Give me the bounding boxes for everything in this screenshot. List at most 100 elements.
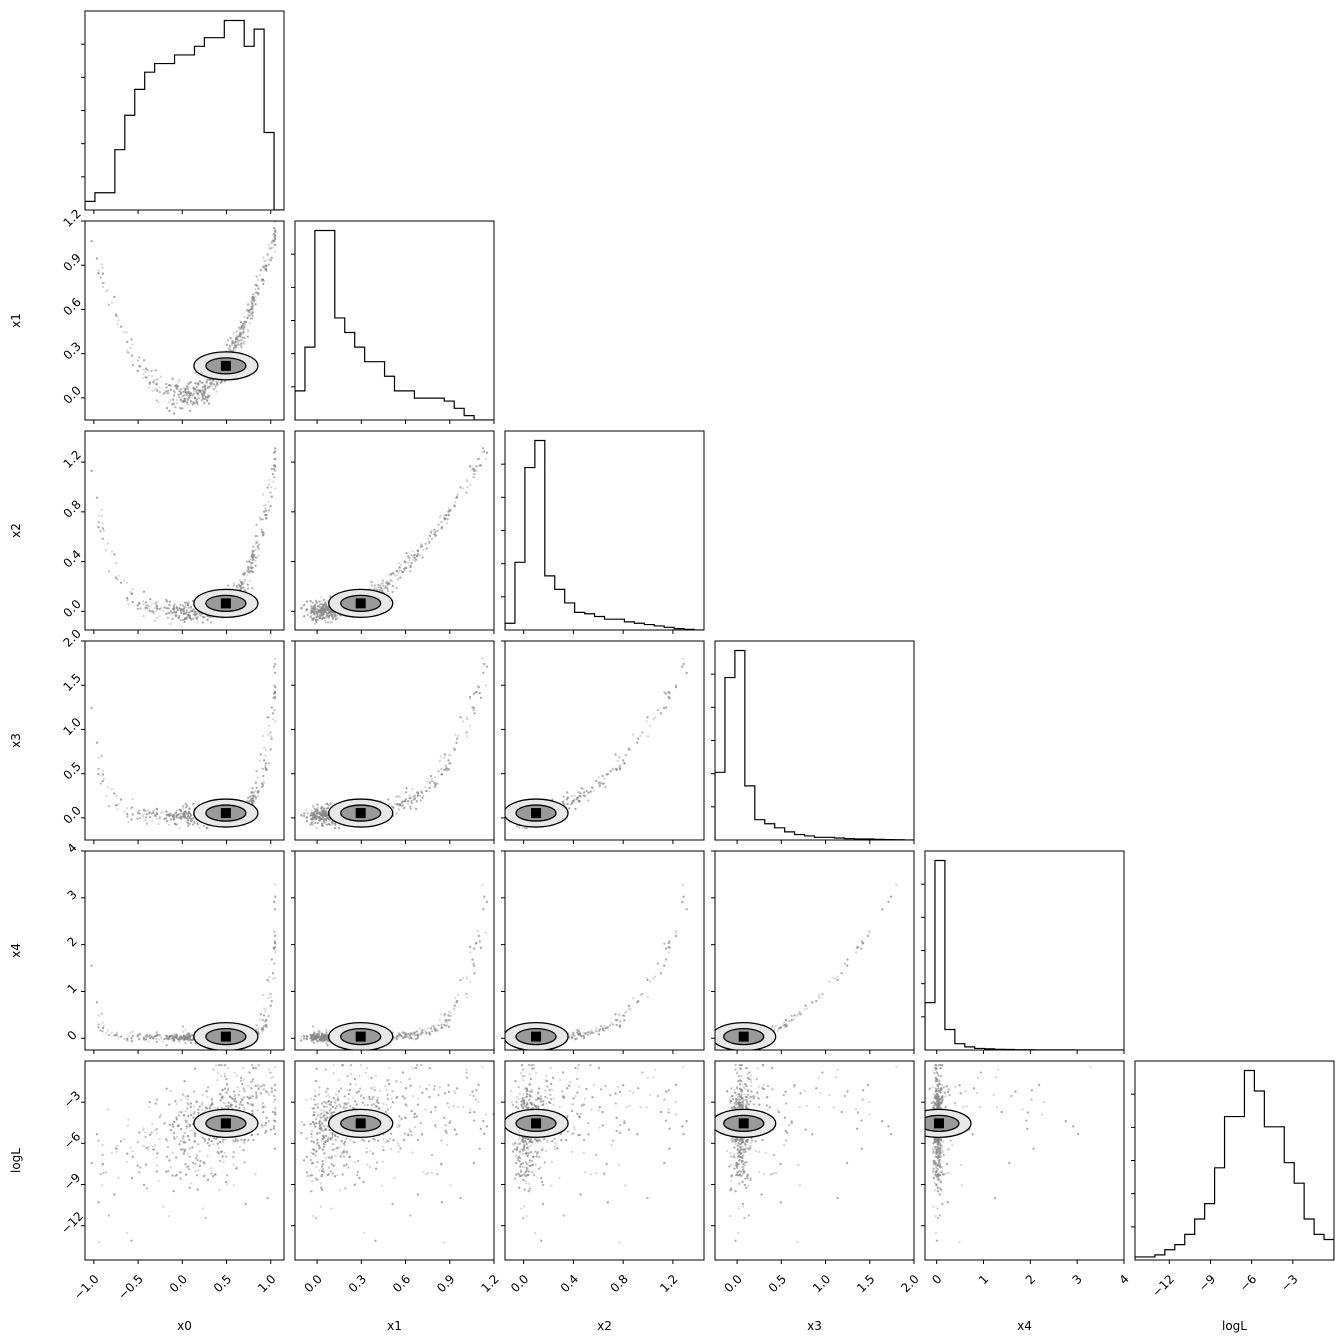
scatter-point [196, 616, 199, 619]
scatter-point [184, 810, 187, 813]
scatter-point [101, 522, 104, 525]
scatter-point [202, 392, 205, 395]
scatter-point [241, 322, 245, 325]
scatter-point [240, 327, 243, 330]
scatter-point [152, 811, 155, 814]
scatter-point [322, 611, 326, 614]
scatter-point [101, 266, 104, 269]
scatter-point [192, 613, 195, 616]
scatter-point [165, 813, 168, 816]
scatter-point [155, 606, 158, 609]
scatter-point [260, 785, 263, 789]
scatter-point [193, 396, 197, 399]
scatter-point [188, 822, 191, 825]
scatter-point [251, 311, 254, 314]
scatter-point [250, 312, 254, 315]
scatter-point [144, 370, 147, 373]
scatter-point [325, 603, 328, 607]
scatter-point [318, 605, 322, 609]
scatter-point [243, 589, 246, 592]
scatter-point [149, 598, 152, 601]
scatter-point [149, 815, 152, 819]
scatter-point [313, 612, 316, 615]
scatter-point [469, 465, 472, 468]
scatter-point [188, 807, 191, 810]
scatter-point [239, 331, 242, 335]
scatter-point [210, 382, 213, 385]
scatter-point [145, 606, 148, 610]
scatter-point [230, 342, 234, 345]
y-tick-label: 0.5 [60, 759, 83, 782]
scatter-point [273, 692, 276, 695]
scatter-point [197, 382, 200, 385]
scatter-point [223, 380, 226, 383]
scatter-point [126, 815, 129, 818]
scatter-point [186, 816, 190, 819]
scatter-point [321, 607, 325, 611]
scatter-point [243, 336, 246, 340]
scatter-point [214, 380, 218, 383]
scatter-point [324, 822, 327, 825]
scatter-point [168, 814, 171, 817]
scatter-point [311, 617, 314, 620]
scatter-point [171, 403, 174, 406]
scatter-point [401, 570, 404, 574]
scatter-point [183, 617, 187, 620]
scatter-point [259, 269, 262, 272]
scatter-point [462, 487, 465, 490]
scatter-point [242, 336, 245, 339]
scatter-point [263, 746, 266, 750]
scatter-point [398, 566, 401, 569]
scatter-point [195, 401, 199, 404]
scatter-point [188, 616, 191, 619]
scatter-point [270, 241, 273, 244]
scatter-point [175, 605, 178, 609]
scatter-point [324, 605, 327, 608]
scatter-point [273, 709, 276, 712]
scatter-point [193, 397, 197, 400]
scatter-point [145, 606, 148, 610]
scatter-point [433, 535, 437, 538]
scatter-point [428, 539, 431, 543]
scatter-point [183, 618, 186, 621]
scatter-point [241, 586, 245, 589]
scatter-point [236, 338, 239, 341]
scatter-point [415, 554, 418, 558]
scatter-point [240, 332, 243, 336]
scatter-point [242, 327, 245, 331]
scatter-point [447, 510, 450, 513]
scatter-point [260, 531, 264, 534]
scatter-point [409, 566, 412, 569]
scatter-point [145, 368, 149, 371]
scatter-point [126, 598, 129, 602]
scatter-point [90, 240, 93, 243]
scatter-point [171, 617, 174, 621]
scatter-point [174, 812, 177, 815]
scatter-point [123, 579, 126, 582]
scatter-point [452, 504, 455, 507]
scatter-point [130, 818, 133, 821]
y-tick-label: 0.0 [60, 803, 83, 826]
scatter-point [388, 579, 391, 582]
scatter-point [311, 617, 314, 620]
scatter-point [206, 618, 209, 622]
scatter-point [320, 607, 323, 611]
scatter-point [265, 517, 268, 520]
scatter-point [187, 810, 191, 813]
scatter-point [257, 789, 260, 793]
scatter-point [274, 695, 277, 699]
scatter-point [188, 394, 191, 397]
scatter-point [162, 609, 165, 612]
scatter-point [449, 509, 452, 512]
scatter-point [386, 587, 389, 590]
scatter-point [257, 554, 260, 557]
scatter-point [242, 325, 246, 328]
scatter-point [326, 608, 329, 612]
scatter-point [167, 607, 170, 610]
scatter-point [136, 817, 139, 820]
scatter-point [265, 768, 268, 772]
scatter-point [318, 600, 321, 603]
scatter-point [195, 617, 198, 620]
scatter-point [243, 320, 246, 323]
scatter-point [415, 555, 419, 558]
